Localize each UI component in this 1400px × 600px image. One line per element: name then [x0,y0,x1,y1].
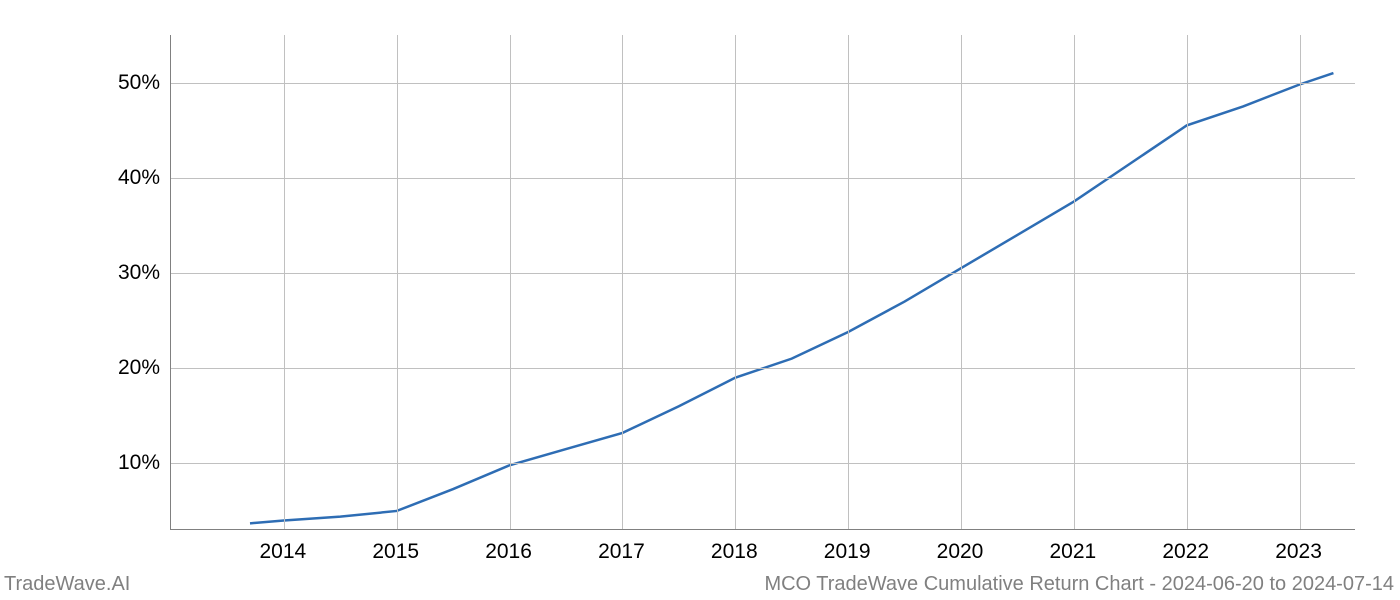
x-tick-label: 2021 [1049,540,1096,564]
gridline-horizontal [171,178,1355,179]
gridline-vertical [397,35,398,529]
gridline-vertical [1074,35,1075,529]
gridline-vertical [961,35,962,529]
watermark-right: MCO TradeWave Cumulative Return Chart - … [764,573,1394,596]
y-tick-label: 20% [118,356,160,380]
gridline-vertical [1300,35,1301,529]
x-tick-label: 2019 [824,540,871,564]
gridline-horizontal [171,83,1355,84]
gridline-vertical [848,35,849,529]
x-tick-label: 2017 [598,540,645,564]
gridline-vertical [622,35,623,529]
x-tick-label: 2022 [1162,540,1209,564]
y-tick-label: 50% [118,71,160,95]
x-tick-label: 2020 [937,540,984,564]
gridline-vertical [735,35,736,529]
gridline-horizontal [171,368,1355,369]
y-tick-label: 40% [118,166,160,190]
line-series-svg [171,35,1355,529]
gridline-horizontal [171,273,1355,274]
watermark-left: TradeWave.AI [4,573,130,596]
x-tick-label: 2015 [372,540,419,564]
gridline-vertical [1187,35,1188,529]
chart-plot-area [170,35,1355,530]
gridline-horizontal [171,463,1355,464]
x-tick-label: 2018 [711,540,758,564]
x-tick-label: 2014 [259,540,306,564]
y-tick-label: 10% [118,451,160,475]
x-tick-label: 2016 [485,540,532,564]
gridline-vertical [510,35,511,529]
gridline-vertical [284,35,285,529]
y-tick-label: 30% [118,261,160,285]
x-tick-label: 2023 [1275,540,1322,564]
